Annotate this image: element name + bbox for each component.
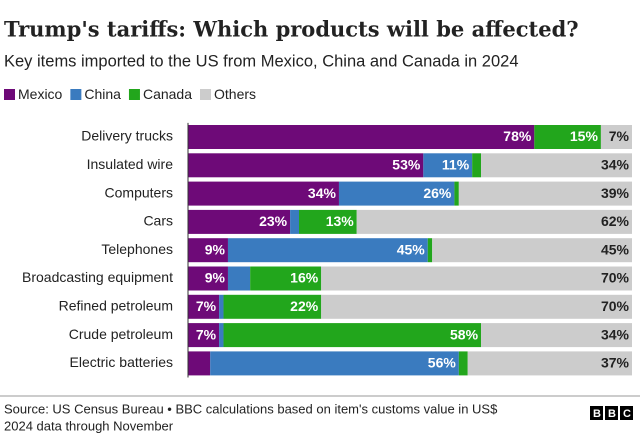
bar-segment	[188, 266, 228, 291]
logo-text: BBC	[593, 408, 631, 420]
legend-swatch	[70, 89, 82, 100]
value-label: 9%	[205, 270, 226, 286]
bar-segment	[321, 294, 632, 319]
bar-segment	[481, 153, 632, 178]
value-label: 56%	[428, 355, 457, 371]
legend-swatch	[128, 89, 140, 100]
source: Source: US Census Bureau • BBC calculati…	[4, 401, 498, 416]
bar-segment	[188, 238, 228, 263]
value-label: 7%	[196, 298, 217, 314]
value-label: 37%	[601, 355, 630, 371]
value-label: 58%	[450, 326, 479, 342]
bar-segment	[188, 153, 424, 178]
value-label: 45%	[601, 241, 630, 257]
bar-segment	[188, 125, 535, 149]
value-label: 34%	[601, 157, 630, 173]
bar-segment	[432, 238, 632, 263]
bar-segment	[188, 351, 211, 376]
bar-segment	[188, 323, 220, 348]
category-label: Cars	[143, 213, 173, 229]
bar-segment	[600, 125, 632, 149]
bar-segment	[227, 266, 251, 291]
logo: BBC	[590, 406, 633, 420]
category-label: Insulated wire	[87, 156, 174, 172]
bar-segment	[454, 181, 459, 206]
value-label: 26%	[423, 185, 452, 201]
bar-segment	[188, 181, 339, 206]
bar-segment	[467, 351, 632, 376]
chart-title: Trump's tariffs: Which products will be …	[4, 17, 579, 42]
legend-swatch	[4, 89, 15, 100]
bar-segment	[223, 294, 322, 319]
bar-segment	[219, 294, 224, 319]
logo-box	[605, 406, 618, 420]
bar-segment	[290, 209, 299, 234]
value-label: 78%	[503, 128, 532, 144]
category-label: Delivery trucks	[81, 128, 173, 144]
legend-label: Others	[214, 86, 256, 102]
category-label: Telephones	[101, 241, 173, 257]
value-label: 53%	[392, 157, 421, 173]
logo-box	[590, 406, 603, 420]
value-label: 39%	[601, 185, 630, 201]
value-label: 7%	[609, 128, 630, 144]
bar-segment	[188, 294, 220, 319]
bar-segment	[223, 323, 482, 348]
value-label: 70%	[601, 270, 630, 286]
value-label: 34%	[601, 326, 630, 342]
value-label: 16%	[290, 270, 319, 286]
legend-swatch	[200, 89, 211, 100]
bar-segment	[219, 323, 224, 348]
bar-segment	[472, 153, 482, 178]
category-label: Refined petroleum	[59, 298, 173, 314]
value-label: 23%	[259, 213, 288, 229]
value-label: 15%	[570, 128, 599, 144]
category-label: Crude petroleum	[69, 326, 173, 342]
bar-segment	[338, 181, 455, 206]
category-label: Computers	[105, 184, 173, 200]
category-label: Electric batteries	[70, 354, 173, 370]
logo-box	[620, 406, 633, 420]
value-label: 34%	[308, 185, 337, 201]
bar-segment	[423, 153, 473, 178]
chart-subtitle: Key items imported to the US from Mexico…	[4, 52, 519, 70]
bar-segment	[321, 266, 632, 291]
bar-segment	[427, 238, 433, 263]
bar-segment	[210, 351, 459, 376]
bar-segment	[188, 209, 291, 234]
note: 2024 data through November	[4, 418, 174, 433]
value-label: 62%	[601, 213, 630, 229]
bar-segment	[534, 125, 601, 149]
value-label: 45%	[397, 241, 426, 257]
bar-segment	[481, 323, 632, 348]
value-label: 22%	[290, 298, 319, 314]
bar-segment	[356, 209, 632, 234]
bar-segment	[458, 181, 632, 206]
legend-label: China	[84, 86, 121, 102]
value-label: 13%	[326, 213, 355, 229]
legend-label: Canada	[143, 86, 192, 102]
bar-segment	[227, 238, 428, 263]
bar-segment	[250, 266, 322, 291]
bar-segment	[299, 209, 357, 234]
value-label: 9%	[205, 241, 226, 257]
value-label: 70%	[601, 298, 630, 314]
category-label: Broadcasting equipment	[22, 269, 173, 285]
value-label: 7%	[196, 326, 217, 342]
bar-segment	[458, 351, 468, 376]
value-label: 11%	[442, 157, 470, 173]
legend-label: Mexico	[18, 86, 63, 102]
